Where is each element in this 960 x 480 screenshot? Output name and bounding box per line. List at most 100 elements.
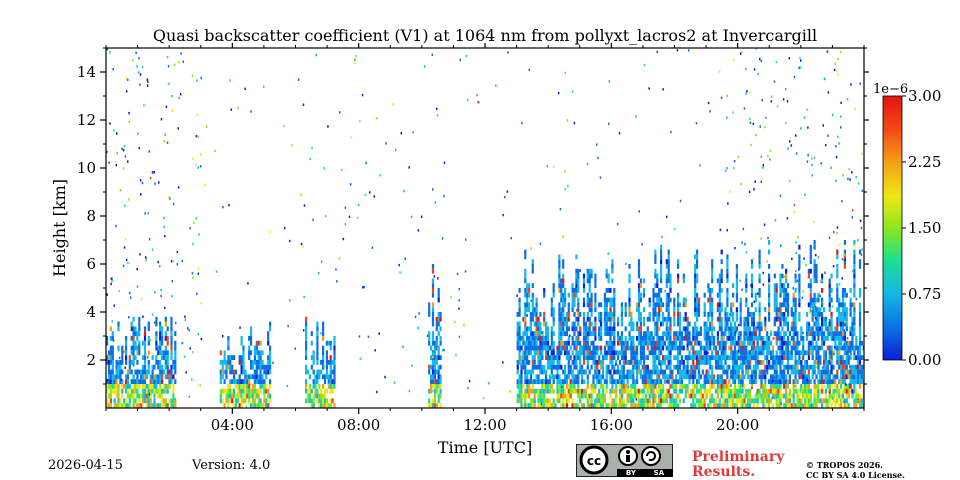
heatmap-cell [564,345,567,351]
heatmap-cell [853,244,856,247]
heatmap-cell [166,355,169,360]
heatmap-cell [726,384,729,389]
heatmap-cell [308,398,311,404]
heatmap-cell [718,360,721,365]
heatmap-cell [560,345,563,351]
heatmap-cell [728,379,731,384]
heatmap-cell [518,379,521,384]
heatmap-cell [435,336,438,341]
heatmap-cell [747,398,750,404]
heatmap-cell [732,111,734,114]
heatmap-cell [564,316,567,322]
heatmap-cell [716,340,719,346]
heatmap-cell [802,403,805,408]
heatmap-cell [433,345,436,351]
heatmap-cell [305,355,308,360]
heatmap-cell [807,369,810,375]
heatmap-cell [756,340,759,346]
heatmap-cell [234,398,238,404]
heatmap-cell [596,345,599,351]
heatmap-cell [772,382,774,385]
heatmap-cell [535,350,538,356]
heatmap-cell [626,340,629,346]
heatmap-cell [732,379,735,384]
heatmap-cell [221,369,224,375]
heatmap-cell [136,374,139,380]
heatmap-cell [134,369,137,375]
heatmap-cell [567,364,570,370]
heatmap-cell [798,350,801,356]
heatmap-cell [200,301,202,305]
heatmap-cell [524,273,527,279]
heatmap-cell [442,349,444,352]
heatmap-cell [750,264,754,269]
heatmap-cell [781,345,784,351]
heatmap-cell [558,360,561,365]
heatmap-cell [163,216,165,220]
heatmap-cell [325,350,328,356]
heatmap-cell [546,387,548,391]
heatmap-cell [592,331,595,336]
heatmap-cell [794,321,797,327]
heatmap-cell [598,403,601,408]
heatmap-cell [464,270,467,273]
heatmap-cell [752,398,755,404]
heatmap-cell [320,360,323,365]
heatmap-cell [622,369,625,375]
heatmap-cell [792,384,795,389]
heatmap-cell [637,307,641,312]
heatmap-cell [562,345,565,351]
heatmap-cell [305,398,308,404]
heatmap-cell [577,379,580,384]
heatmap-cell [766,388,769,394]
heatmap-cell [255,345,258,351]
heatmap-cell [132,384,135,389]
heatmap-cell [564,403,567,408]
heatmap-cell [436,114,439,117]
heatmap-cell [745,321,748,327]
heatmap-cell [535,374,538,380]
heatmap-cell [125,388,128,394]
heatmap-cell [518,336,521,341]
heatmap-cell [535,364,538,370]
heatmap-cell [630,355,633,360]
heatmap-cell [106,355,109,360]
heatmap-cell [824,316,827,322]
heatmap-cell [552,348,555,352]
heatmap-cell [771,360,774,365]
heatmap-cell [567,388,570,394]
heatmap-cell [803,116,806,119]
heatmap-cell [680,355,683,360]
heatmap-cell [654,379,657,384]
heatmap-cell [639,374,642,380]
heatmap-cell [735,264,738,269]
heatmap-cell [244,398,247,404]
heatmap-cell [726,393,729,399]
heatmap-cell [677,393,680,399]
heatmap-cell [543,336,546,341]
heatmap-cell [836,369,839,375]
heatmap-cell [658,374,661,380]
heatmap-cell [632,350,635,356]
heatmap-cell [652,355,655,360]
heatmap-cell [522,384,525,389]
heatmap-cell [322,364,325,370]
heatmap-cell [824,369,827,375]
heatmap-cell [590,350,593,356]
heatmap-cell [735,350,738,356]
heatmap-cell [858,302,862,308]
heatmap-cell [852,209,854,212]
heatmap-cell [858,331,862,336]
heatmap-cell [773,292,776,298]
heatmap-cell [565,321,569,327]
heatmap-cell [650,384,653,389]
heatmap-cell [830,393,833,399]
heatmap-cell [673,297,676,303]
heatmap-cell [822,379,826,384]
heatmap-cell [732,58,735,62]
heatmap-cell [575,273,578,279]
heatmap-cell [594,316,597,322]
heatmap-cell [618,340,622,346]
heatmap-cell [840,369,843,375]
heatmap-cell [528,345,531,351]
